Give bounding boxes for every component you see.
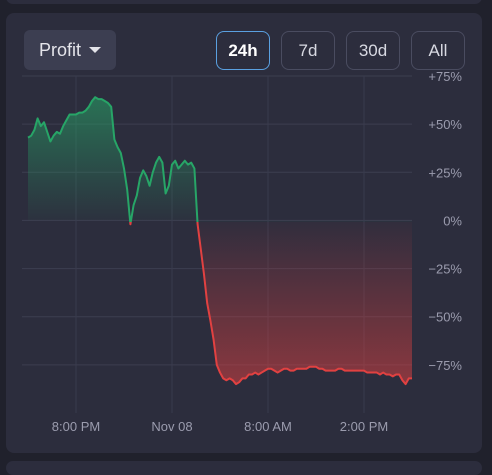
x-axis-tick-label: 8:00 PM [52,419,100,434]
profit-line-positive [27,96,199,222]
profit-area-negative [130,222,412,385]
profit-area-positive [28,97,412,222]
metric-dropdown[interactable]: Profit [24,30,116,70]
profit-chart: +75% +50% +25% 0% −25% −50% −75% 8:00 PM Nov 08… [22,69,462,434]
x-axis-tick-label: 2:00 PM [340,419,388,434]
x-axis-tick-label: Nov 08 [151,419,192,434]
previous-card-edge [6,0,482,4]
range-button-label: 30d [358,40,388,60]
y-axis-tick-label: +25% [428,165,462,180]
y-axis-tick-label: 0% [443,213,462,228]
chart-area: +75% +50% +25% 0% −25% −50% −75% 8:00 PM Nov 08… [6,13,482,453]
range-button-label: All [428,40,448,60]
range-button-7d[interactable]: 7d [281,31,335,70]
range-button-all[interactable]: All [411,31,465,70]
range-button-24h[interactable]: 24h [216,31,270,70]
y-axis-tick-label: +75% [428,69,462,84]
y-axis-tick-label: +50% [428,117,462,132]
y-axis-tick-label: −75% [428,358,462,373]
metric-dropdown-label: Profit [39,39,82,60]
x-axis-tick-label: 8:00 AM [244,419,292,434]
y-axis-tick-label: −25% [428,262,462,277]
range-button-30d[interactable]: 30d [346,31,400,70]
profit-line-negative [129,222,412,386]
next-card-edge [6,461,482,475]
range-button-label: 7d [298,40,318,60]
y-axis-tick-label: −50% [428,310,462,325]
range-button-label: 24h [228,40,258,60]
profit-chart-card: +75% +50% +25% 0% −25% −50% −75% 8:00 PM Nov 08… [6,13,482,453]
caret-down-icon [89,47,102,53]
